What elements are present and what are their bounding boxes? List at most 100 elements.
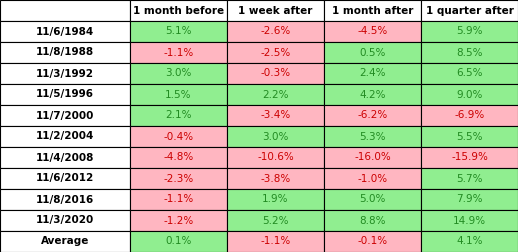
Bar [130,168,227,189]
Text: -3.4%: -3.4% [261,110,291,120]
Text: 11/8/1988: 11/8/1988 [36,47,94,57]
Text: 2.2%: 2.2% [262,89,289,100]
Bar [227,147,324,168]
Bar [324,21,421,42]
Text: 1.5%: 1.5% [165,89,192,100]
Bar [130,105,227,126]
Text: -1.2%: -1.2% [163,215,194,226]
Text: 2.1%: 2.1% [165,110,192,120]
Text: -4.5%: -4.5% [357,26,387,37]
Text: 11/3/1992: 11/3/1992 [36,69,94,79]
Text: 11/6/1984: 11/6/1984 [36,26,94,37]
Text: -3.8%: -3.8% [261,173,291,183]
Bar [324,63,421,84]
Bar [227,63,324,84]
Text: -0.4%: -0.4% [164,132,194,142]
Text: -2.3%: -2.3% [163,173,194,183]
Text: 8.8%: 8.8% [359,215,386,226]
Bar [130,189,227,210]
Text: 1 quarter after: 1 quarter after [426,6,513,16]
Bar [421,21,518,42]
Text: -10.6%: -10.6% [257,152,294,163]
Text: 11/7/2000: 11/7/2000 [36,110,94,120]
Bar [130,42,227,63]
Bar [421,147,518,168]
Text: -0.1%: -0.1% [357,236,387,246]
Bar [0,42,130,63]
Text: 6.5%: 6.5% [456,69,483,79]
Text: 5.2%: 5.2% [262,215,289,226]
Bar [324,126,421,147]
Text: 5.9%: 5.9% [456,26,483,37]
Bar [227,231,324,252]
Bar [227,105,324,126]
Text: -1.1%: -1.1% [163,195,194,205]
Text: Average: Average [41,236,89,246]
Text: 11/4/2008: 11/4/2008 [36,152,94,163]
Bar [324,231,421,252]
Text: -1.1%: -1.1% [261,236,291,246]
Text: 1.9%: 1.9% [262,195,289,205]
Bar [324,0,421,21]
Bar [324,42,421,63]
Text: 3.0%: 3.0% [262,132,289,142]
Bar [130,0,227,21]
Bar [421,0,518,21]
Text: 8.5%: 8.5% [456,47,483,57]
Bar [421,210,518,231]
Bar [421,84,518,105]
Text: 3.0%: 3.0% [165,69,192,79]
Text: 11/6/2012: 11/6/2012 [36,173,94,183]
Text: -2.5%: -2.5% [261,47,291,57]
Bar [130,147,227,168]
Bar [227,126,324,147]
Text: -16.0%: -16.0% [354,152,391,163]
Bar [324,105,421,126]
Text: -2.6%: -2.6% [261,26,291,37]
Bar [324,84,421,105]
Bar [227,189,324,210]
Bar [0,168,130,189]
Text: -1.0%: -1.0% [357,173,387,183]
Bar [130,126,227,147]
Bar [0,189,130,210]
Text: -6.9%: -6.9% [454,110,485,120]
Text: 11/5/1996: 11/5/1996 [36,89,94,100]
Text: 0.1%: 0.1% [165,236,192,246]
Bar [0,0,130,21]
Bar [0,105,130,126]
Text: 0.5%: 0.5% [359,47,386,57]
Bar [421,42,518,63]
Bar [130,84,227,105]
Bar [227,0,324,21]
Bar [130,210,227,231]
Bar [324,147,421,168]
Bar [324,189,421,210]
Text: 11/2/2004: 11/2/2004 [36,132,94,142]
Bar [227,210,324,231]
Bar [0,147,130,168]
Bar [324,168,421,189]
Text: 5.7%: 5.7% [456,173,483,183]
Text: -15.9%: -15.9% [451,152,488,163]
Bar [421,168,518,189]
Text: 9.0%: 9.0% [456,89,483,100]
Text: 2.4%: 2.4% [359,69,386,79]
Bar [227,168,324,189]
Bar [0,126,130,147]
Bar [227,21,324,42]
Text: -6.2%: -6.2% [357,110,387,120]
Text: 11/8/2016: 11/8/2016 [36,195,94,205]
Text: 5.1%: 5.1% [165,26,192,37]
Text: 5.3%: 5.3% [359,132,386,142]
Text: -1.1%: -1.1% [163,47,194,57]
Text: 1 month after: 1 month after [332,6,413,16]
Text: 5.5%: 5.5% [456,132,483,142]
Bar [0,63,130,84]
Bar [130,231,227,252]
Bar [421,126,518,147]
Text: 14.9%: 14.9% [453,215,486,226]
Bar [227,42,324,63]
Text: 1 week after: 1 week after [238,6,313,16]
Bar [324,210,421,231]
